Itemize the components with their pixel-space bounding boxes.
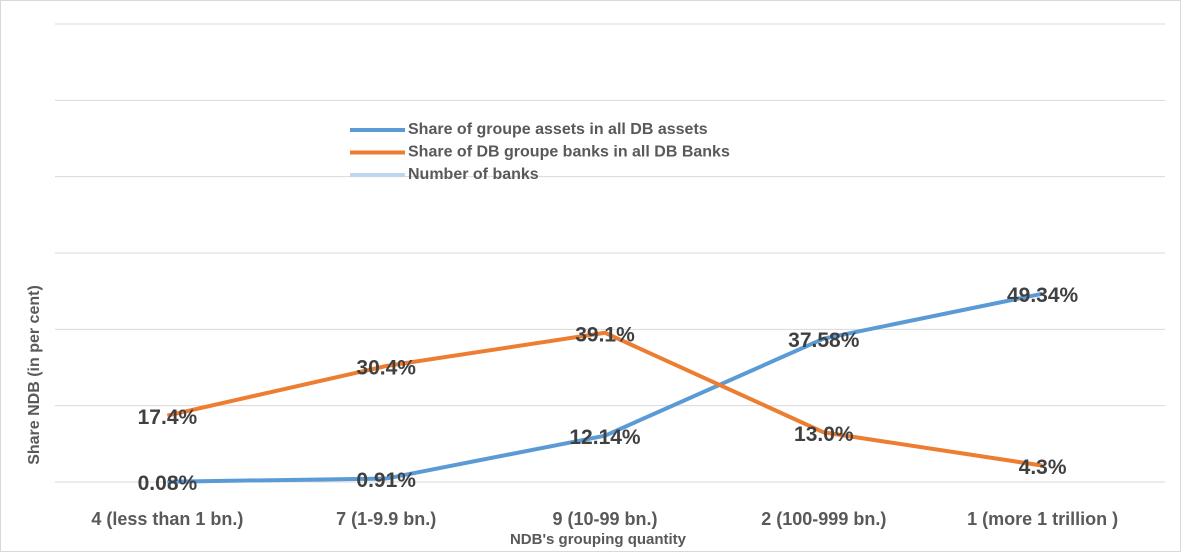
legend-label: Share of groupe assets in all DB assets [408, 121, 708, 138]
data-label: 39.1% [575, 323, 635, 346]
x-tick-label: 7 (1-9.9 bn.) [336, 509, 436, 529]
data-label: 17.4% [138, 406, 198, 429]
x-axis-label: NDB's grouping quantity [510, 531, 687, 548]
x-tick-label: 4 (less than 1 bn.) [91, 509, 243, 529]
data-label: 12.14% [569, 426, 641, 449]
series-line [166, 330, 1043, 468]
x-tick-label: 2 (100-999 bn.) [761, 509, 886, 529]
data-label: 4.3% [1019, 456, 1067, 479]
data-label: 30.4% [356, 357, 416, 380]
data-label: 37.58% [788, 329, 860, 352]
data-label: 0.08% [138, 472, 198, 495]
data-label: 49.34% [1007, 284, 1079, 307]
x-tick-label: 9 (10-99 bn.) [552, 509, 657, 529]
y-axis-label: Share NDB (in per cent) [26, 285, 43, 465]
data-label: 0.91% [356, 469, 416, 492]
series-line [167, 291, 1044, 484]
legend-label: Number of banks [408, 166, 539, 183]
data-label: 13.0% [794, 423, 854, 446]
x-tick-label: 1 (more 1 trillion ) [967, 509, 1118, 529]
legend-label: Share of DB groupe banks in all DB Banks [408, 144, 730, 161]
